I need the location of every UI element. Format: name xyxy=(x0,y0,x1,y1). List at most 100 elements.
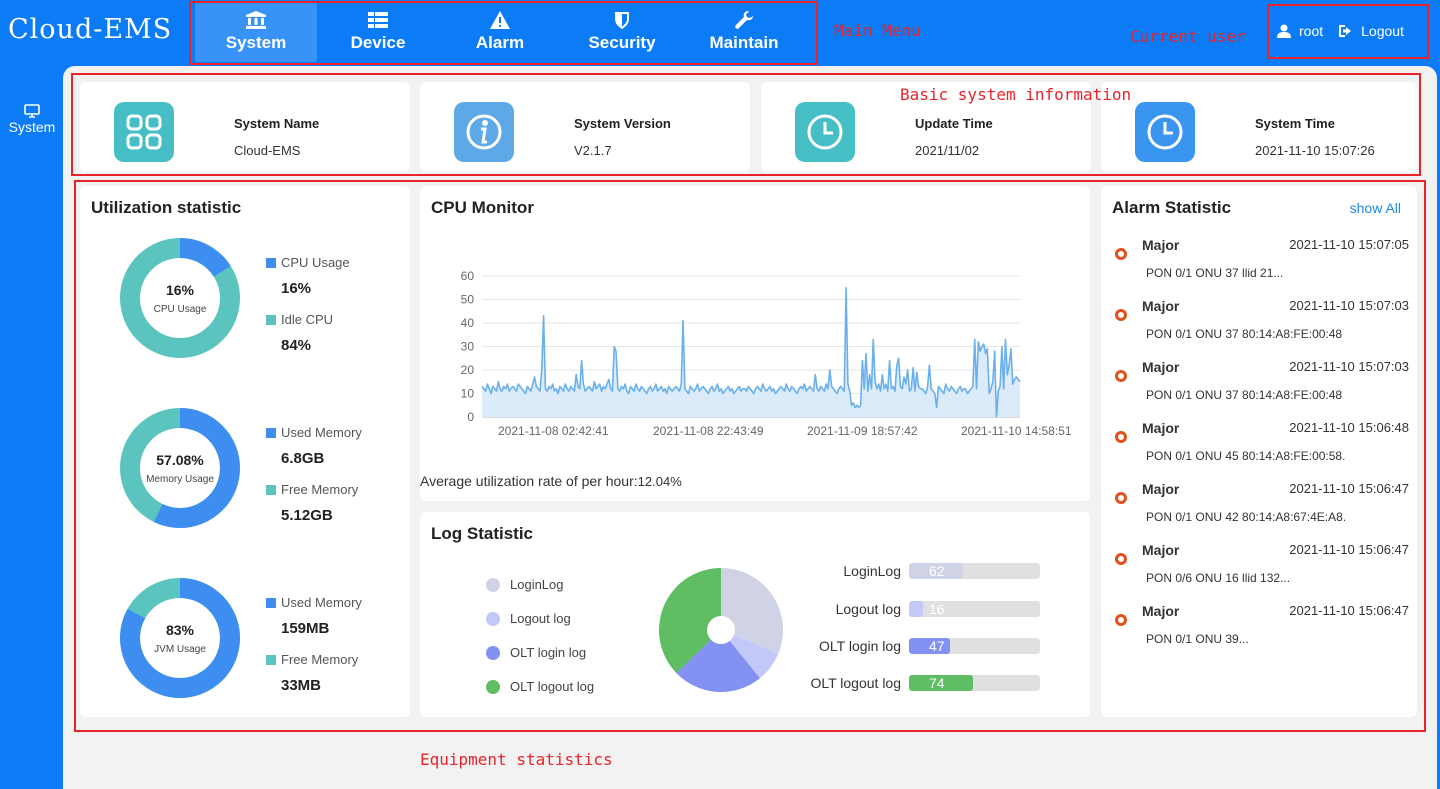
y-tick-label: 20 xyxy=(461,363,475,377)
bank-icon xyxy=(246,11,266,29)
donut-used-arc xyxy=(120,578,240,698)
legend-swatch xyxy=(266,598,276,608)
cpu-line-chart[interactable]: 0 10 20 30 40 50 60 2021-11-08 02:42:41 2021-11-… xyxy=(420,256,1090,516)
legend-free: Idle CPU 84% xyxy=(266,311,333,354)
alarm-item[interactable]: Major 2021-11-10 15:07:05 PON 0/1 ONU 37… xyxy=(1101,237,1419,297)
log-pie-chart[interactable] xyxy=(656,565,786,695)
legend-name: LoginLog xyxy=(510,577,564,592)
pie-slice-olt-logout-log[interactable] xyxy=(659,568,721,673)
legend-value: 159MB xyxy=(281,620,330,637)
alarm-item[interactable]: Major 2021-11-10 15:06:47 PON 0/1 ONU 42… xyxy=(1101,481,1419,541)
main-menu: System Device Alarm Security Maintain xyxy=(195,2,805,62)
annotation-box-equipment xyxy=(74,180,1426,732)
warning-icon xyxy=(490,11,510,29)
x-tick-label: 2021-11-09 18:57:42 xyxy=(807,424,918,438)
alarm-desc: PON 0/6 ONU 16 llid 132... xyxy=(1146,571,1291,585)
cpu-monitor-card: CPU Monitor 0 10 20 30 40 50 60 2021-11-08 02:4… xyxy=(420,186,1090,501)
legend-name: OLT logout log xyxy=(510,679,595,694)
legend-free: Free Memory 33MB xyxy=(266,651,358,694)
log-legend-item[interactable]: OLT logout log xyxy=(486,679,594,694)
legend-value: 5.12GB xyxy=(281,507,333,524)
bar-fill xyxy=(909,601,923,617)
menu-label: System xyxy=(225,33,287,52)
donut-chart xyxy=(120,238,240,358)
legend-value: 84% xyxy=(281,337,312,354)
menu-item-device[interactable]: Device xyxy=(317,2,439,62)
alarm-item[interactable]: Major 2021-11-10 15:06:48 PON 0/1 ONU 45… xyxy=(1101,420,1419,480)
jvm-usage-donut: 83% JVM Usage Used Memory 159MB Free Mem… xyxy=(80,576,410,706)
alarm-statistic-card: Alarm Statistic show All Major 2021-11-1… xyxy=(1101,186,1417,717)
pie-slice-logout-log[interactable] xyxy=(729,635,779,679)
app-logo[interactable]: Cloud-EMS xyxy=(8,14,173,45)
alarm-status-icon xyxy=(1115,553,1127,565)
donut-label: Memory Usage xyxy=(146,474,214,485)
alarm-level: Major xyxy=(1142,359,1180,375)
wrench-icon xyxy=(735,11,753,29)
x-tick-label: 2021-11-10 14:58:51 xyxy=(961,424,1072,438)
menu-item-security[interactable]: Security xyxy=(561,2,683,62)
bar-track: 62 xyxy=(909,563,1040,579)
bar-value: 74 xyxy=(929,675,945,691)
menu-item-maintain[interactable]: Maintain xyxy=(683,2,805,62)
y-tick-label: 40 xyxy=(461,316,475,330)
list-icon xyxy=(368,12,388,28)
bar-label: OLT login log xyxy=(819,638,901,654)
alarm-item[interactable]: Major 2021-11-10 15:07:03 PON 0/1 ONU 37… xyxy=(1101,359,1419,419)
menu-label: Maintain xyxy=(709,33,779,52)
alarm-level: Major xyxy=(1142,481,1180,497)
bar-label: LoginLog xyxy=(843,563,901,579)
bar-fill xyxy=(909,563,963,579)
current-user: root Logout xyxy=(1277,23,1404,39)
bar-value: 62 xyxy=(929,563,945,579)
donut-percent: 57.08% xyxy=(156,452,204,468)
alarm-time: 2021-11-10 15:07:05 xyxy=(1289,237,1409,252)
legend-name: Idle CPU xyxy=(281,312,334,327)
legend-value: 6.8GB xyxy=(281,450,325,467)
sidebar-item-system[interactable]: System xyxy=(0,104,64,135)
alarm-desc: PON 0/1 ONU 39... xyxy=(1146,632,1249,646)
alarm-status-icon xyxy=(1115,614,1127,626)
legend-swatch xyxy=(266,258,276,268)
pie-slice-loginlog[interactable] xyxy=(721,568,783,654)
alarm-item[interactable]: Major 2021-11-10 15:07:03 PON 0/1 ONU 37… xyxy=(1101,298,1419,358)
legend-dot xyxy=(486,645,500,660)
bar-label: Logout log xyxy=(835,601,901,617)
info-value: 2021-11-10 15:07:26 xyxy=(1255,143,1375,158)
info-card-system-version: System Version V2.1.7 xyxy=(420,82,750,172)
alarm-item[interactable]: Major 2021-11-10 15:06:47 PON 0/1 ONU 39… xyxy=(1101,603,1419,663)
donut-center: 16% CPU Usage xyxy=(120,282,240,315)
legend-swatch xyxy=(266,315,276,325)
shield-icon xyxy=(615,12,629,29)
x-tick-label: 2021-11-08 02:42:41 xyxy=(498,424,609,438)
menu-item-system[interactable]: System xyxy=(195,2,317,62)
annotation-basic-info: Basic system information xyxy=(900,85,1132,104)
log-legend-item[interactable]: OLT login log xyxy=(486,645,586,660)
log-legend-item[interactable]: LoginLog xyxy=(486,577,564,592)
legend-name: Used Memory xyxy=(281,595,362,610)
donut-percent: 83% xyxy=(165,622,195,638)
logout-button[interactable]: Logout xyxy=(1361,23,1404,39)
donut-used-arc xyxy=(120,238,240,358)
menu-item-alarm[interactable]: Alarm xyxy=(439,2,561,62)
monitor-icon xyxy=(24,104,40,118)
alarm-item[interactable]: Major 2021-11-10 15:06:47 PON 0/6 ONU 16… xyxy=(1101,542,1419,602)
pie-slice-olt-login-log[interactable] xyxy=(676,639,760,692)
legend-dot xyxy=(486,679,500,694)
donut-chart xyxy=(120,578,240,698)
annotation-equipment: Equipment statistics xyxy=(420,750,613,769)
show-all-link[interactable]: show All xyxy=(1349,200,1401,216)
card-title: Log Statistic xyxy=(431,524,534,543)
user-icon xyxy=(1277,24,1291,38)
alarm-time: 2021-11-10 15:06:48 xyxy=(1289,420,1409,435)
card-title: Alarm Statistic xyxy=(1112,198,1232,217)
sidebar-item-label: System xyxy=(8,119,56,135)
legend-name: CPU Usage xyxy=(281,255,350,270)
annotation-main-menu: Main Menu xyxy=(834,21,921,40)
legend-name: OLT login log xyxy=(510,645,587,660)
legend-dot xyxy=(486,611,500,626)
annotation-current-user: Current user xyxy=(1130,27,1246,46)
alarm-level: Major xyxy=(1142,603,1180,619)
log-legend-item[interactable]: Logout log xyxy=(486,611,571,626)
username[interactable]: root xyxy=(1299,23,1324,39)
clock-icon xyxy=(1147,114,1183,150)
